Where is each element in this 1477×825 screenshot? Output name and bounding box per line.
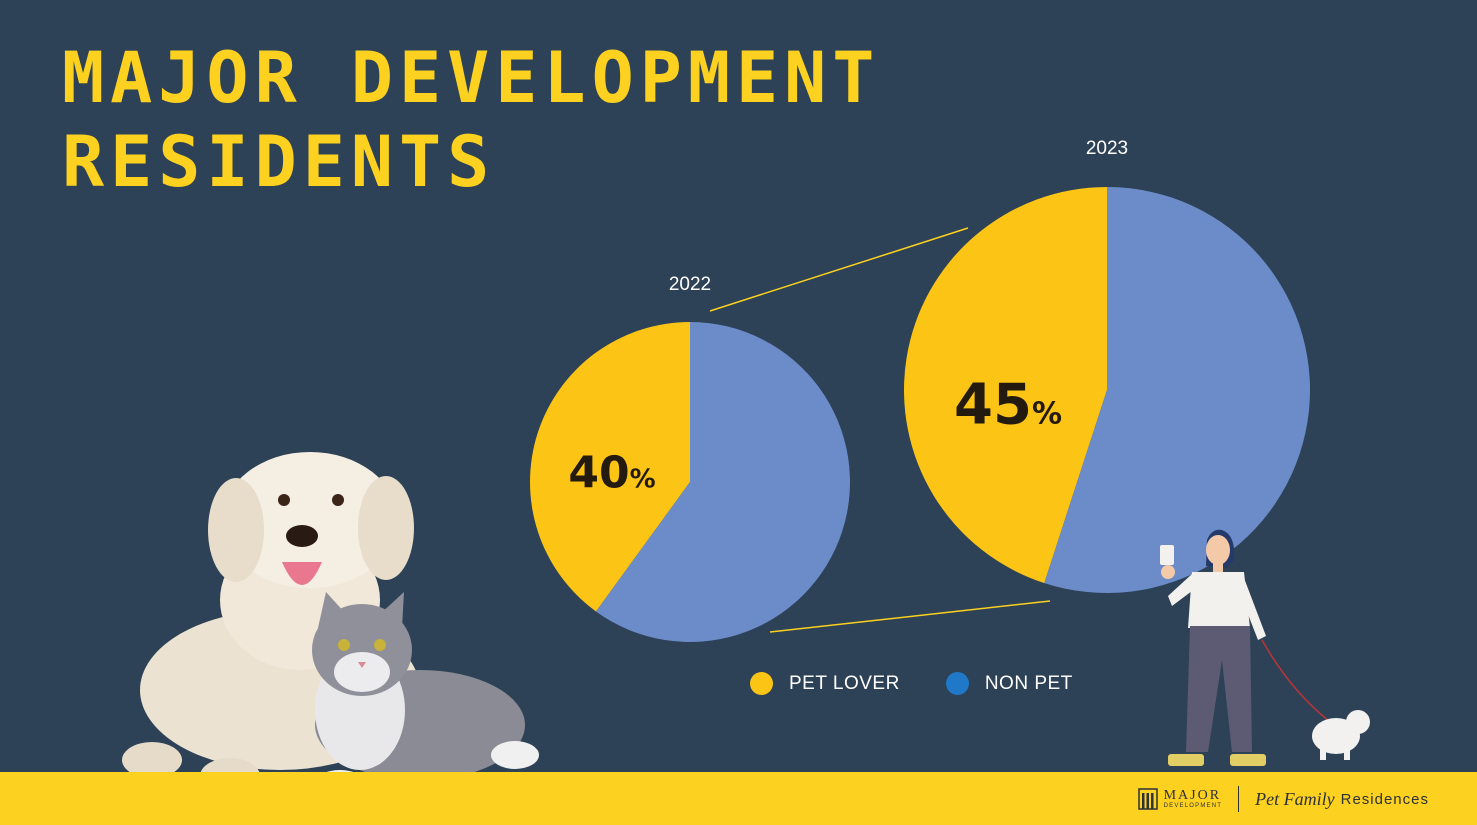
connector-line-bottom bbox=[769, 600, 1051, 633]
legend-label-pet-lover: PET LOVER bbox=[789, 672, 900, 694]
connector-line-top bbox=[709, 227, 969, 312]
pie-2023-year-label: 2023 bbox=[1086, 138, 1128, 159]
pie-2023-data-label: 45% bbox=[954, 373, 1062, 438]
footer-bar: MAJOR DEVELOPMENT Pet Family Residences bbox=[0, 772, 1477, 825]
brand-logo: MAJOR DEVELOPMENT Pet Family Residences bbox=[1137, 786, 1429, 812]
title-line-1: MAJOR DEVELOPMENT bbox=[62, 37, 881, 119]
title-line-2: RESIDENTS bbox=[62, 121, 496, 203]
brand-residences-text: Residences bbox=[1340, 790, 1429, 808]
pie-2022-slice-non-pet bbox=[595, 322, 850, 642]
pie-charts: 2022 40% 2023 45% bbox=[122, 138, 1370, 772]
legend-dot-pet-lover bbox=[750, 672, 773, 695]
building-logo-icon bbox=[1137, 788, 1158, 810]
brand-divider bbox=[1238, 786, 1240, 812]
page-title: MAJOR DEVELOPMENT RESIDENTS bbox=[62, 36, 880, 204]
brand-pet-family-text: Pet Family bbox=[1255, 788, 1335, 809]
pie-2023-slice-pet-lover bbox=[904, 187, 1107, 584]
pie-2022-data-label: 40% bbox=[568, 447, 655, 498]
legend: PET LOVER NON PET bbox=[750, 672, 1119, 695]
legend-label-non-pet: NON PET bbox=[984, 672, 1073, 694]
pie-2022-slice-pet-lover bbox=[529, 322, 690, 612]
major-development-logo: MAJOR DEVELOPMENT bbox=[1137, 787, 1223, 811]
pie-2023-slice-non-pet bbox=[1044, 187, 1310, 593]
pie-2022-year-label: 2022 bbox=[669, 274, 711, 295]
legend-item-non-pet: NON PET bbox=[945, 672, 1073, 695]
legend-item-pet-lover: PET LOVER bbox=[750, 672, 900, 695]
brand-major-text: MAJOR bbox=[1163, 787, 1222, 803]
legend-dot-non-pet bbox=[945, 672, 969, 695]
woman-walking-dog-illustration bbox=[1160, 529, 1370, 766]
brand-development-text: DEVELOPMENT bbox=[1163, 802, 1223, 809]
dog-cat-photo bbox=[122, 452, 539, 772]
